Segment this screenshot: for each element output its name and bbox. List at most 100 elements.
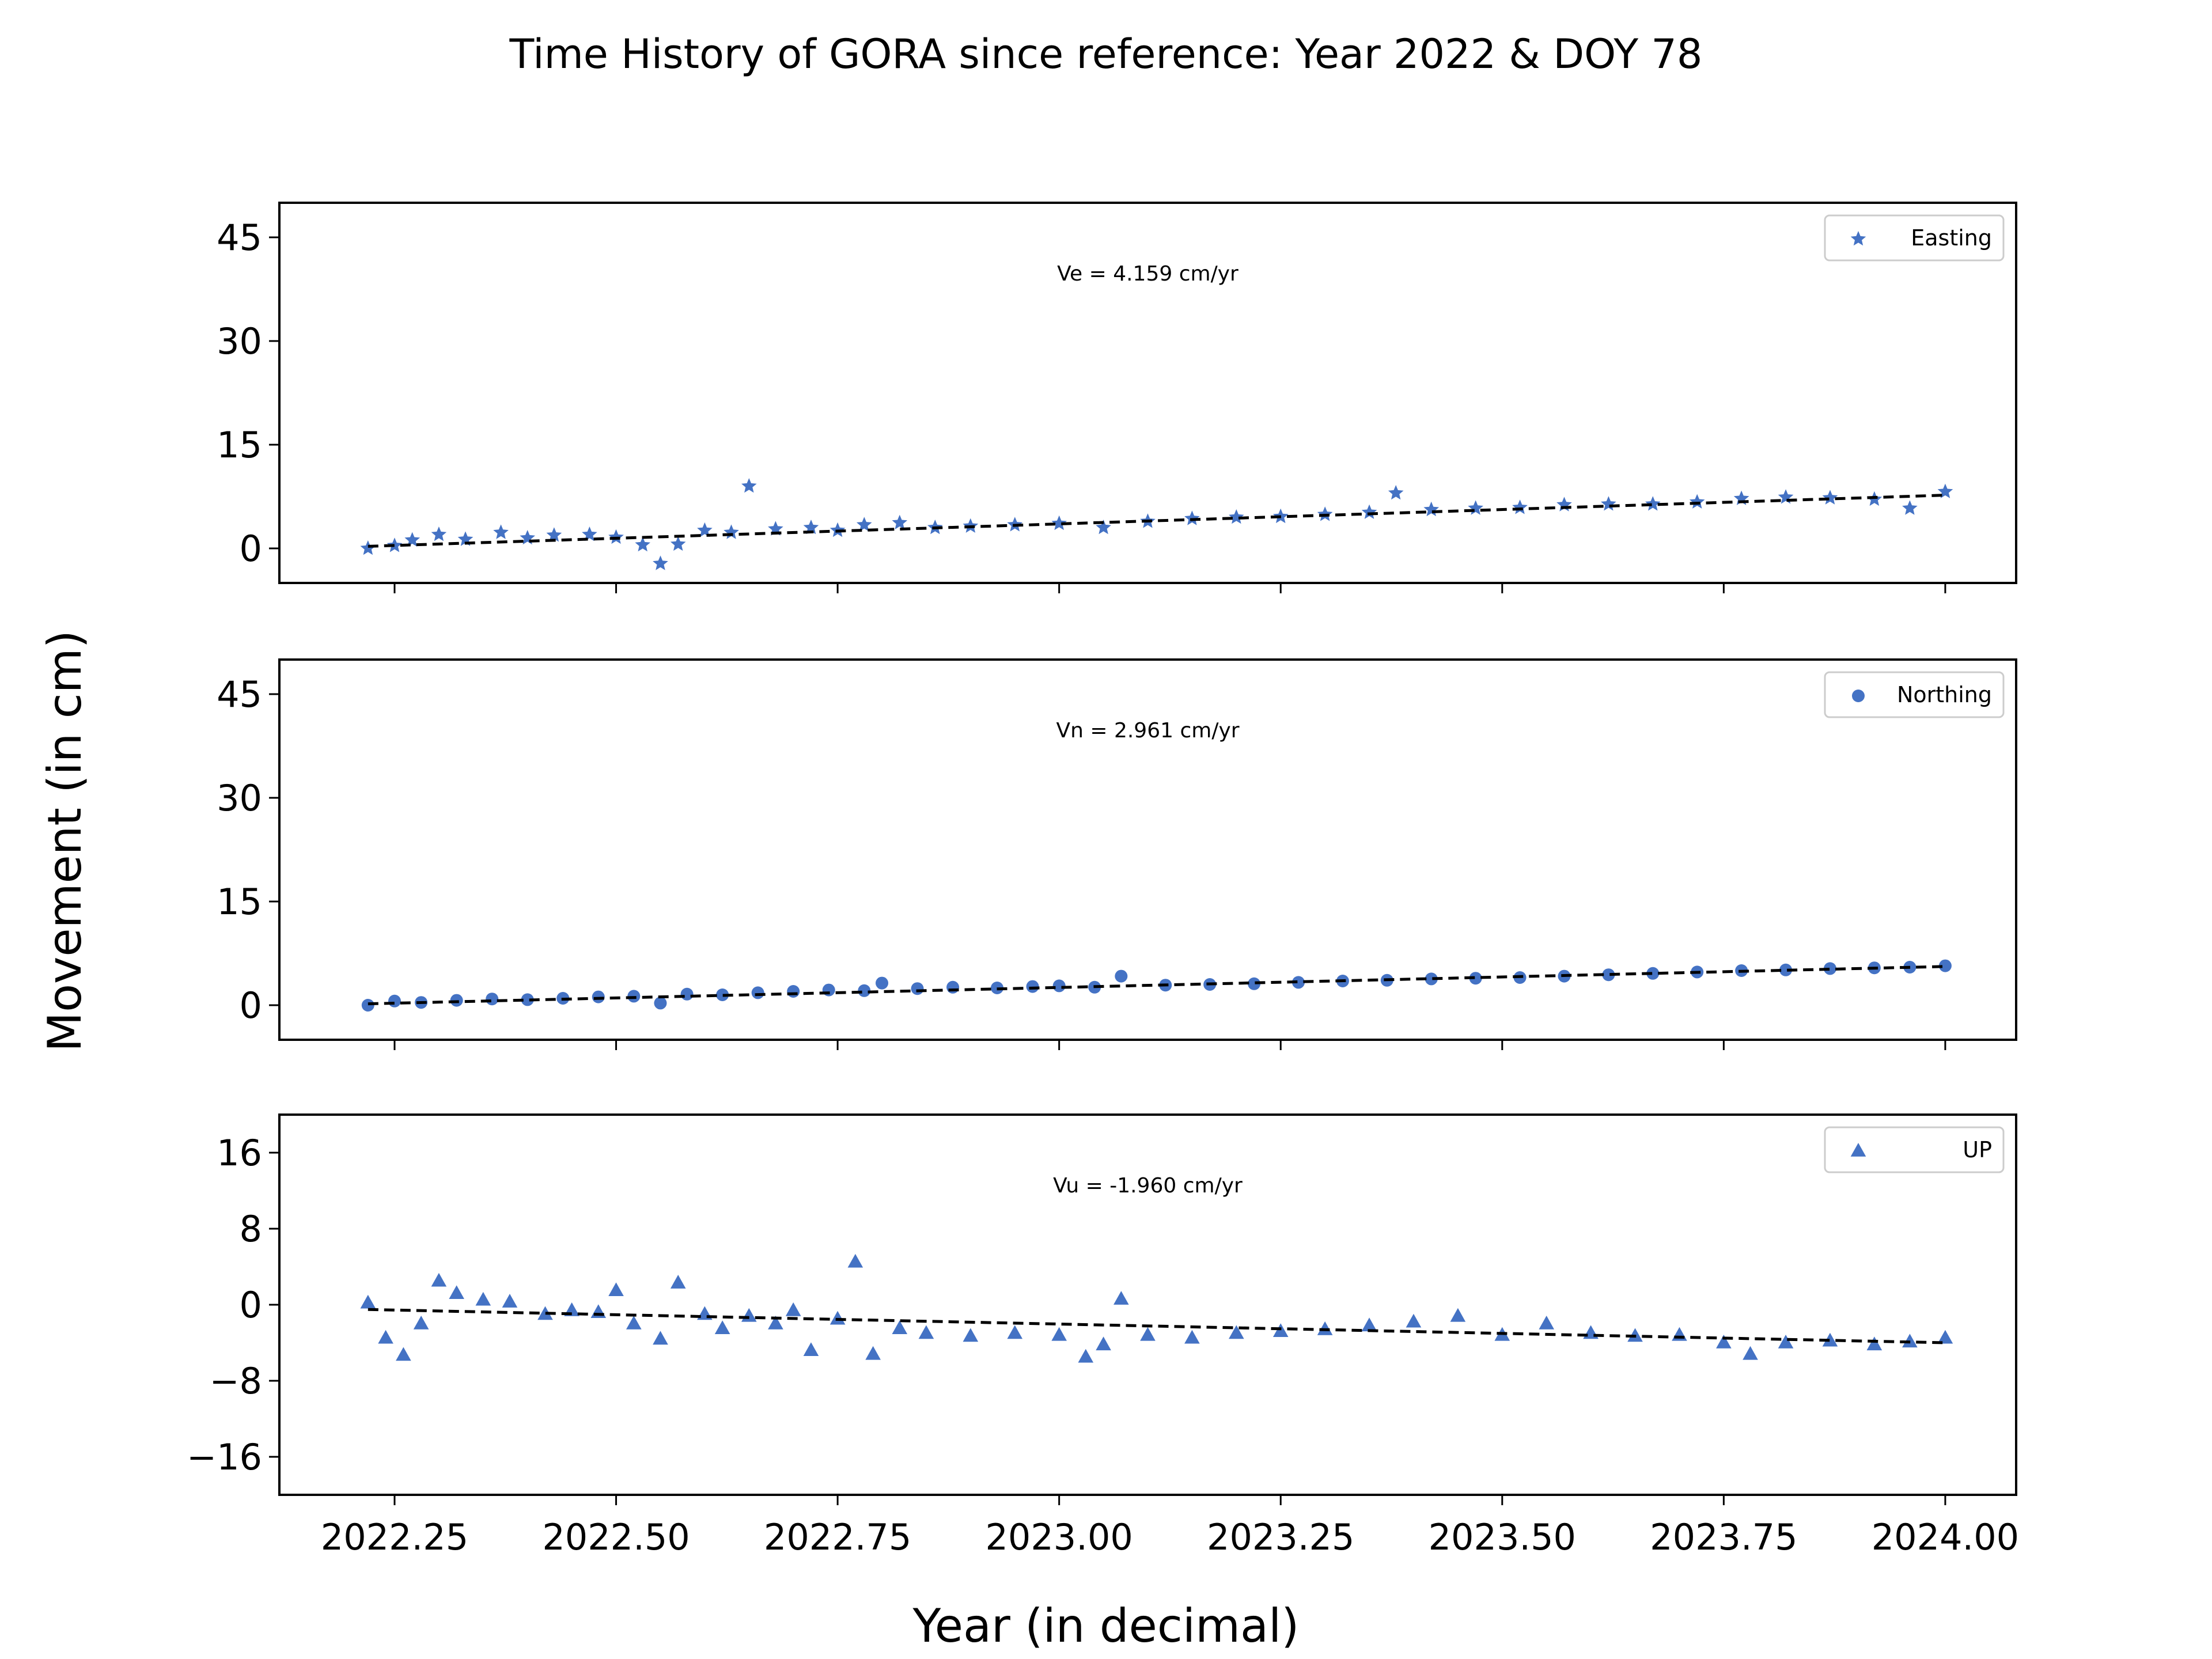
data-point (1425, 972, 1438, 986)
x-tick-label: 2024.00 (1872, 1516, 2019, 1558)
legend-marker (1850, 1143, 1866, 1157)
data-point (1361, 1317, 1377, 1332)
data-point (803, 520, 819, 535)
data-point (803, 1342, 819, 1356)
data-point (1823, 962, 1836, 975)
data-point (768, 1316, 783, 1330)
x-tick-label: 2023.50 (1429, 1516, 1576, 1558)
data-point (413, 1316, 429, 1330)
data-point (856, 517, 872, 532)
y-tick-label: 30 (217, 777, 262, 819)
data-point (1743, 1346, 1758, 1360)
panels: 0 15 30 45 Ve = 4.159 cm/yr Easting 0 15 30 45 Vn … (187, 202, 2019, 1558)
data-point (546, 527, 562, 542)
x-tick-label: 2022.25 (321, 1516, 468, 1558)
data-point (635, 537, 650, 552)
y-tick-label: 8 (240, 1208, 262, 1250)
y-tick-label: 45 (217, 673, 262, 715)
data-point (653, 1331, 668, 1345)
data-point (670, 1275, 686, 1289)
y-tick-label: 15 (217, 424, 262, 466)
data-point (741, 478, 757, 493)
y-tick-label: 15 (217, 881, 262, 923)
data-point (911, 982, 924, 995)
data-point (741, 1308, 757, 1322)
data-point (1450, 1308, 1466, 1322)
data-point (830, 522, 846, 537)
data-point (1468, 500, 1483, 515)
data-point (378, 1330, 393, 1344)
data-point (1388, 485, 1404, 500)
data-point (431, 527, 447, 541)
data-point (847, 1253, 863, 1268)
x-tick-label: 2022.75 (764, 1516, 911, 1558)
legend-box (1824, 671, 2005, 718)
data-point (1229, 509, 1244, 524)
data-point (1096, 1336, 1111, 1351)
data-point (724, 524, 739, 539)
data-point (653, 555, 668, 570)
data-point (1052, 979, 1066, 993)
data-point (1140, 1327, 1156, 1341)
velocity-annotation: Ve = 4.159 cm/yr (1057, 262, 1238, 286)
data-point (1113, 1291, 1129, 1305)
data-point (1512, 499, 1528, 514)
data-point (537, 1306, 553, 1320)
fit-line (368, 1308, 1945, 1344)
data-point (1583, 1325, 1599, 1339)
data-point (1556, 497, 1572, 512)
axes-frame (278, 202, 2017, 584)
data-point (1248, 977, 1261, 990)
data-point (1866, 1336, 1883, 1351)
data-point (892, 514, 908, 529)
data-point (592, 990, 605, 1003)
y-tick-label: 45 (217, 217, 262, 259)
data-point (787, 985, 800, 998)
data-point (1779, 963, 1793, 976)
legend-box (1824, 1126, 2005, 1173)
data-point (608, 1282, 624, 1297)
data-point (1361, 504, 1377, 519)
fit-line (368, 494, 1946, 548)
data-point (1602, 968, 1615, 982)
y-tick-label: 0 (240, 984, 262, 1027)
velocity-annotation: Vu = -1.960 cm/yr (1053, 1174, 1243, 1198)
data-point (388, 994, 401, 1007)
data-point (654, 997, 667, 1010)
fit-line (368, 965, 1945, 1006)
data-point (1689, 494, 1705, 509)
data-point (1115, 969, 1128, 983)
legend-label: Northing (1897, 682, 1992, 707)
y-tick-label: 30 (217, 320, 262, 362)
data-point (1822, 490, 1838, 505)
data-point (714, 1320, 730, 1335)
data-point (521, 993, 534, 1006)
data-point (918, 1325, 934, 1339)
y-tick-label: 0 (240, 1284, 262, 1326)
x-tick-label: 2023.75 (1650, 1516, 1797, 1558)
data-point (361, 999, 374, 1012)
y-axis-label: Movement (in cm) (38, 630, 92, 1052)
data-point (1672, 1327, 1687, 1341)
data-point (1229, 1325, 1244, 1339)
data-point (1822, 1332, 1838, 1347)
data-point (1184, 1330, 1200, 1344)
data-point (697, 522, 713, 537)
data-point (1937, 1330, 1953, 1344)
data-point (1645, 496, 1661, 511)
data-point (582, 527, 597, 541)
data-point (1469, 972, 1482, 985)
y-tick-label: −8 (210, 1360, 262, 1402)
data-point (396, 1347, 411, 1361)
x-axis-label: Year (in decimal) (912, 1599, 1300, 1653)
x-tick-label: 2023.00 (985, 1516, 1132, 1558)
data-point (1601, 496, 1616, 511)
y-tick-label: −16 (187, 1436, 262, 1478)
legend-label: Easting (1911, 225, 1992, 251)
data-point (493, 524, 509, 539)
data-point (946, 980, 960, 994)
axes-frame (278, 1113, 2017, 1496)
data-point (590, 1304, 607, 1318)
data-point (963, 1328, 979, 1342)
data-point (1051, 515, 1067, 531)
